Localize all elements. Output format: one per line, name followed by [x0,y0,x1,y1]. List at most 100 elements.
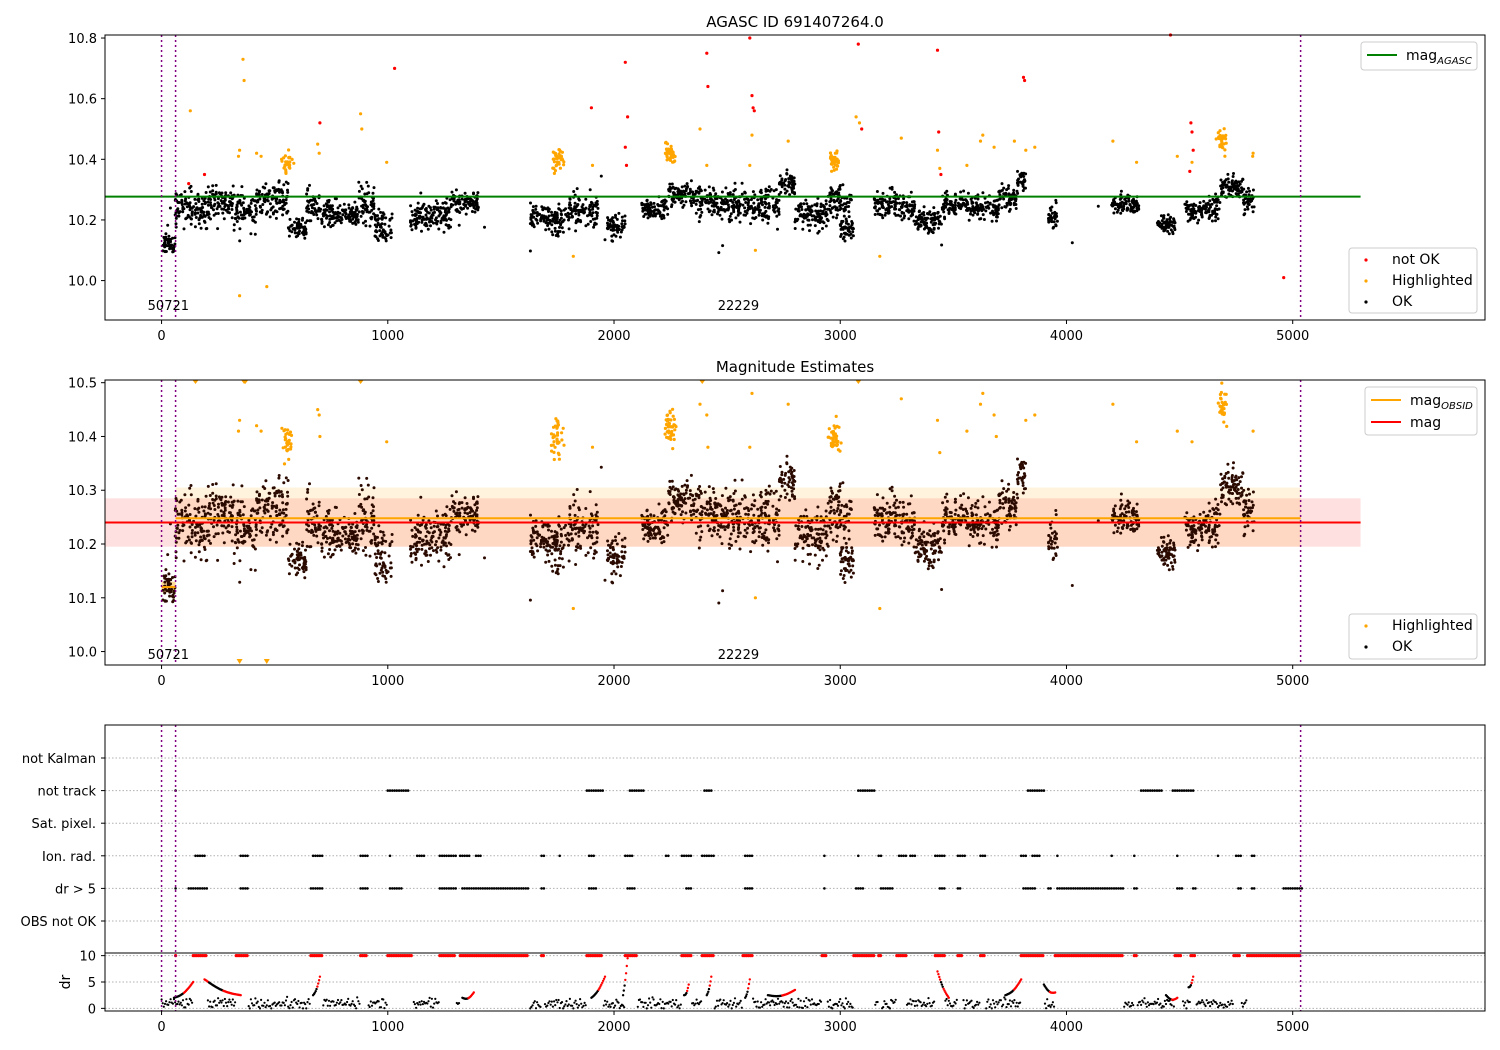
ok-point [252,199,256,203]
ok-point [354,551,358,555]
highlighted-point [1216,131,1220,135]
ok-point [892,200,895,204]
ok-point [174,507,177,511]
ok-point [194,202,198,206]
ok-point [182,559,186,563]
ok-point [260,526,264,530]
ok-point [349,219,353,223]
ok-point [238,529,242,533]
ok-point [606,216,610,220]
ok-point [166,223,170,227]
ok-point [776,209,780,213]
ok-point [838,185,842,189]
ok-point [809,213,812,216]
ok-point [286,490,289,494]
ok-point [436,219,440,223]
ok-point [780,177,784,181]
ok-point [300,544,304,548]
ok-point [281,198,285,202]
ok-point [580,210,584,214]
ok-point [361,206,365,210]
ok-point [438,533,442,537]
ok-point [724,197,727,201]
ok-point [466,206,470,210]
ok-point [235,206,238,210]
ok-point [969,209,973,213]
ok-point [692,502,696,506]
ok-point [661,535,665,539]
ok-point [668,485,672,489]
ok-point [953,201,957,205]
ok-point [1171,230,1175,234]
ok-point [761,218,765,222]
ok-point [850,220,854,223]
ok-point [387,554,391,558]
ok-point [819,209,823,213]
not-ok-point [935,48,940,52]
ok-point [214,497,218,501]
ok-point [777,198,781,202]
ok-point [303,236,307,240]
ok-point [557,547,561,551]
ok-point [767,204,771,208]
ok-point [588,534,592,538]
ok-point [452,199,456,203]
ok-point [424,209,428,212]
ok-point [1215,212,1219,216]
ok-point [376,580,380,583]
ok-point [286,226,290,230]
ok-point [677,489,681,493]
ok-point [357,210,361,214]
ok-point [993,205,996,209]
ok-point [218,204,222,208]
ok-point [187,503,191,507]
ok-point [235,203,239,207]
ok-point [805,202,809,206]
ok-point [588,188,592,192]
ok-point [910,200,914,204]
ok-point [242,210,246,214]
highlighted-point [1175,154,1179,158]
ok-point [451,197,455,201]
ok-point [717,207,721,211]
ok-point [1116,205,1120,209]
ok-point [744,201,748,204]
ok-point [1014,207,1018,210]
ok-point [947,210,951,214]
ok-point [728,193,732,196]
ok-point [281,534,285,538]
ok-point [680,484,684,488]
ok-point [359,502,363,506]
ok-point [324,202,328,206]
ok-point [424,213,428,217]
ok-point [668,493,672,496]
ok-point [208,494,212,497]
ok-point [731,498,735,502]
ok-point [163,599,167,603]
ok-point [444,526,447,530]
ok-point [666,533,670,537]
ok-point [962,202,966,206]
highlighted-point [288,160,292,164]
ok-point [623,536,627,540]
ok-point [574,563,578,566]
ok-point [703,188,707,192]
ok-point [372,204,376,208]
ok-point [716,528,720,532]
ok-point [727,217,731,221]
ok-point [696,487,700,491]
ok-point [808,223,812,227]
ok-point [411,545,415,549]
ok-point [361,210,365,214]
ok-point [175,526,179,530]
ok-point [1132,205,1136,209]
ok-point [701,197,705,201]
ok-point [188,513,192,516]
ok-point [413,526,417,530]
ok-point [331,207,335,211]
ok-point [363,200,367,204]
ok-point [544,560,548,564]
ok-point [652,201,656,205]
ok-point [936,211,940,215]
ok-point [1137,207,1141,211]
